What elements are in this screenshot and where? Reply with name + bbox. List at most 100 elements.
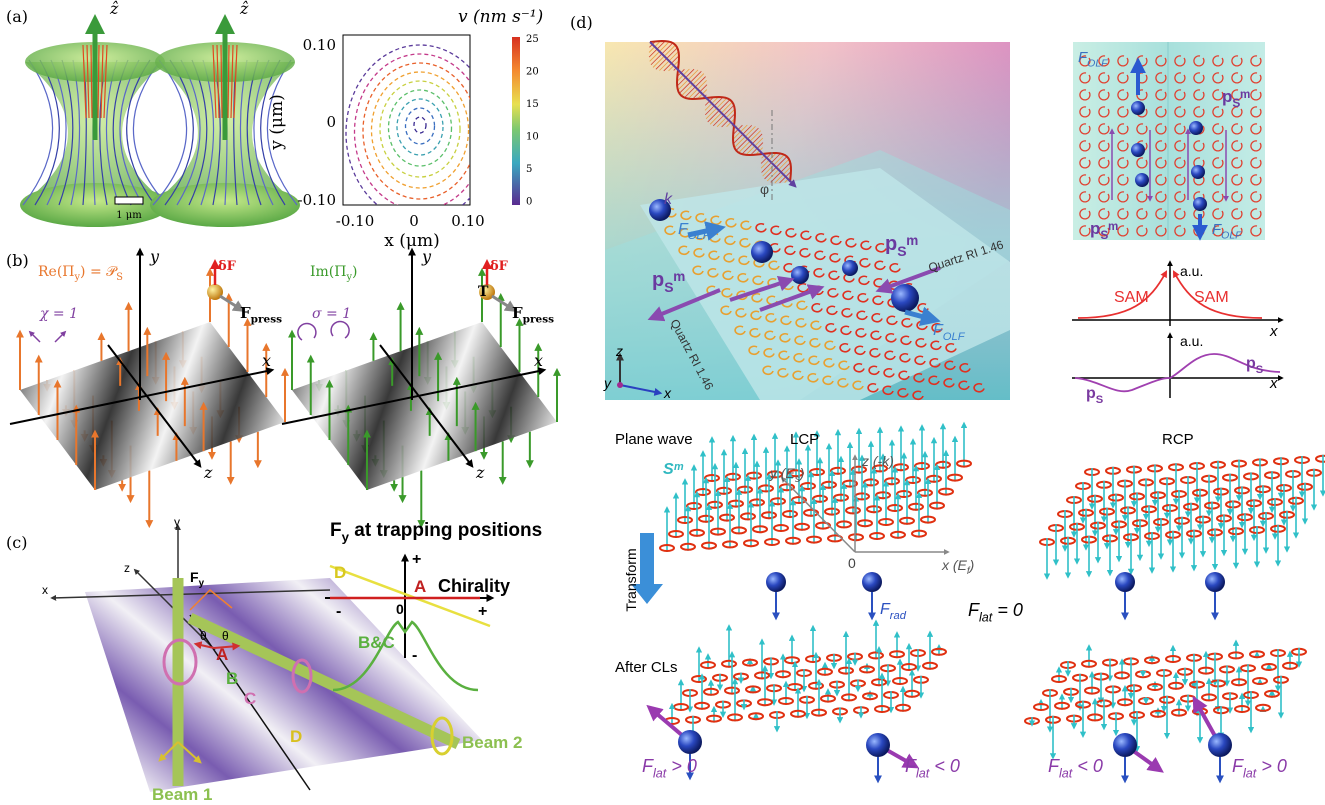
- label: y: [174, 515, 180, 529]
- label: pS: [1246, 355, 1264, 376]
- polarization-icon: [55, 332, 65, 342]
- label: x: [1269, 323, 1278, 340]
- label: RCP: [1162, 431, 1194, 448]
- label-part: lat: [1059, 766, 1073, 780]
- label: x: [663, 385, 672, 401]
- label-part: = 0: [992, 600, 1023, 620]
- label: (a): [6, 7, 28, 26]
- label: x: [42, 583, 48, 597]
- label: Flat < 0: [1048, 756, 1103, 780]
- label: Flat > 0: [642, 756, 697, 780]
- label: z: [203, 463, 213, 482]
- particle: [1131, 101, 1145, 115]
- force-arrow: [492, 296, 514, 310]
- label: After CLs: [615, 659, 678, 676]
- label: a.u.: [1180, 333, 1203, 349]
- label: 20: [526, 67, 539, 78]
- label: z: [615, 343, 623, 359]
- label: 0: [326, 113, 336, 131]
- label-part: p: [1086, 385, 1096, 402]
- label-part: press: [251, 314, 282, 326]
- particle: [866, 733, 890, 757]
- label: (c): [6, 533, 27, 552]
- polarization-icon: [331, 321, 349, 338]
- particle: [862, 572, 882, 592]
- label: -: [336, 603, 341, 620]
- polarization-icon: [30, 332, 40, 342]
- label-part: ): [352, 264, 357, 280]
- label: Beam 1: [152, 785, 212, 804]
- label: +: [478, 603, 487, 620]
- particle: [1193, 197, 1207, 211]
- label-part: S: [1256, 364, 1264, 376]
- label: +: [412, 551, 421, 568]
- label: 25: [526, 34, 539, 45]
- label: Flat = 0: [968, 600, 1023, 624]
- label-part: lat: [916, 766, 930, 780]
- particle: [1135, 173, 1149, 187]
- colorbar: [512, 37, 520, 205]
- label-part: ᵐ: [1108, 219, 1118, 238]
- label: 10: [526, 132, 539, 143]
- label: 15: [526, 99, 539, 110]
- particle: [1189, 121, 1203, 135]
- label: 0: [409, 212, 419, 230]
- label-part: OLF: [1221, 230, 1242, 242]
- label: (d): [570, 13, 593, 32]
- label-part: > 0: [1256, 756, 1287, 776]
- label-part: F: [330, 520, 342, 541]
- label: Flat < 0: [905, 756, 960, 780]
- label: SAM: [1194, 289, 1229, 306]
- label: C: [244, 689, 256, 708]
- label-part: S: [897, 243, 906, 259]
- particle: [678, 730, 702, 754]
- label-part: F: [240, 304, 251, 322]
- particle: [1205, 572, 1225, 592]
- label-part: S: [116, 272, 123, 283]
- label: 0: [396, 601, 404, 617]
- label-part: S: [664, 279, 673, 295]
- label: LCP: [790, 431, 819, 448]
- label-part: < 0: [1072, 756, 1103, 776]
- label-part: p: [1246, 355, 1256, 372]
- particle: [791, 266, 809, 284]
- label: x: [534, 351, 543, 370]
- label-part: OLF: [1087, 58, 1108, 70]
- label: B: [226, 669, 238, 688]
- label: Flat > 0: [1232, 756, 1287, 780]
- label: Fpress: [240, 304, 282, 326]
- label: x (μm): [384, 231, 439, 251]
- label-part: rad: [890, 610, 907, 622]
- particle: [1115, 572, 1135, 592]
- label-part: ᵐ: [674, 269, 685, 291]
- particle: [1113, 733, 1137, 757]
- label: -: [412, 647, 417, 664]
- label-part: F: [512, 304, 523, 322]
- label-part: lat: [1243, 766, 1257, 780]
- label-part: ) = 𝒫: [80, 264, 118, 280]
- particle: [1208, 733, 1232, 757]
- label: Im(Πy): [310, 264, 358, 283]
- label: x: [1269, 375, 1278, 392]
- particle: [1131, 143, 1145, 157]
- label-part: y (E: [769, 465, 796, 481]
- label-part: Im(Π: [310, 264, 346, 280]
- transform-arrow: [640, 533, 654, 585]
- label: θ: [200, 629, 207, 643]
- label-part: S: [1096, 394, 1104, 406]
- scale-bar: [115, 197, 143, 204]
- label: 0.10: [303, 36, 336, 54]
- particle: [766, 572, 786, 592]
- label: a.u.: [1180, 263, 1203, 279]
- label: T: [478, 284, 489, 300]
- label: Fpress: [512, 304, 554, 326]
- label-part: ᵐ: [907, 233, 918, 255]
- label: A: [216, 645, 228, 664]
- label: 5: [526, 164, 532, 175]
- label-part: p: [885, 233, 897, 255]
- label: 1 μm: [116, 210, 142, 221]
- particle: [891, 284, 919, 312]
- label: δF: [490, 259, 509, 274]
- label-part: p: [1222, 87, 1232, 106]
- label: Fy at trapping positions: [330, 520, 542, 545]
